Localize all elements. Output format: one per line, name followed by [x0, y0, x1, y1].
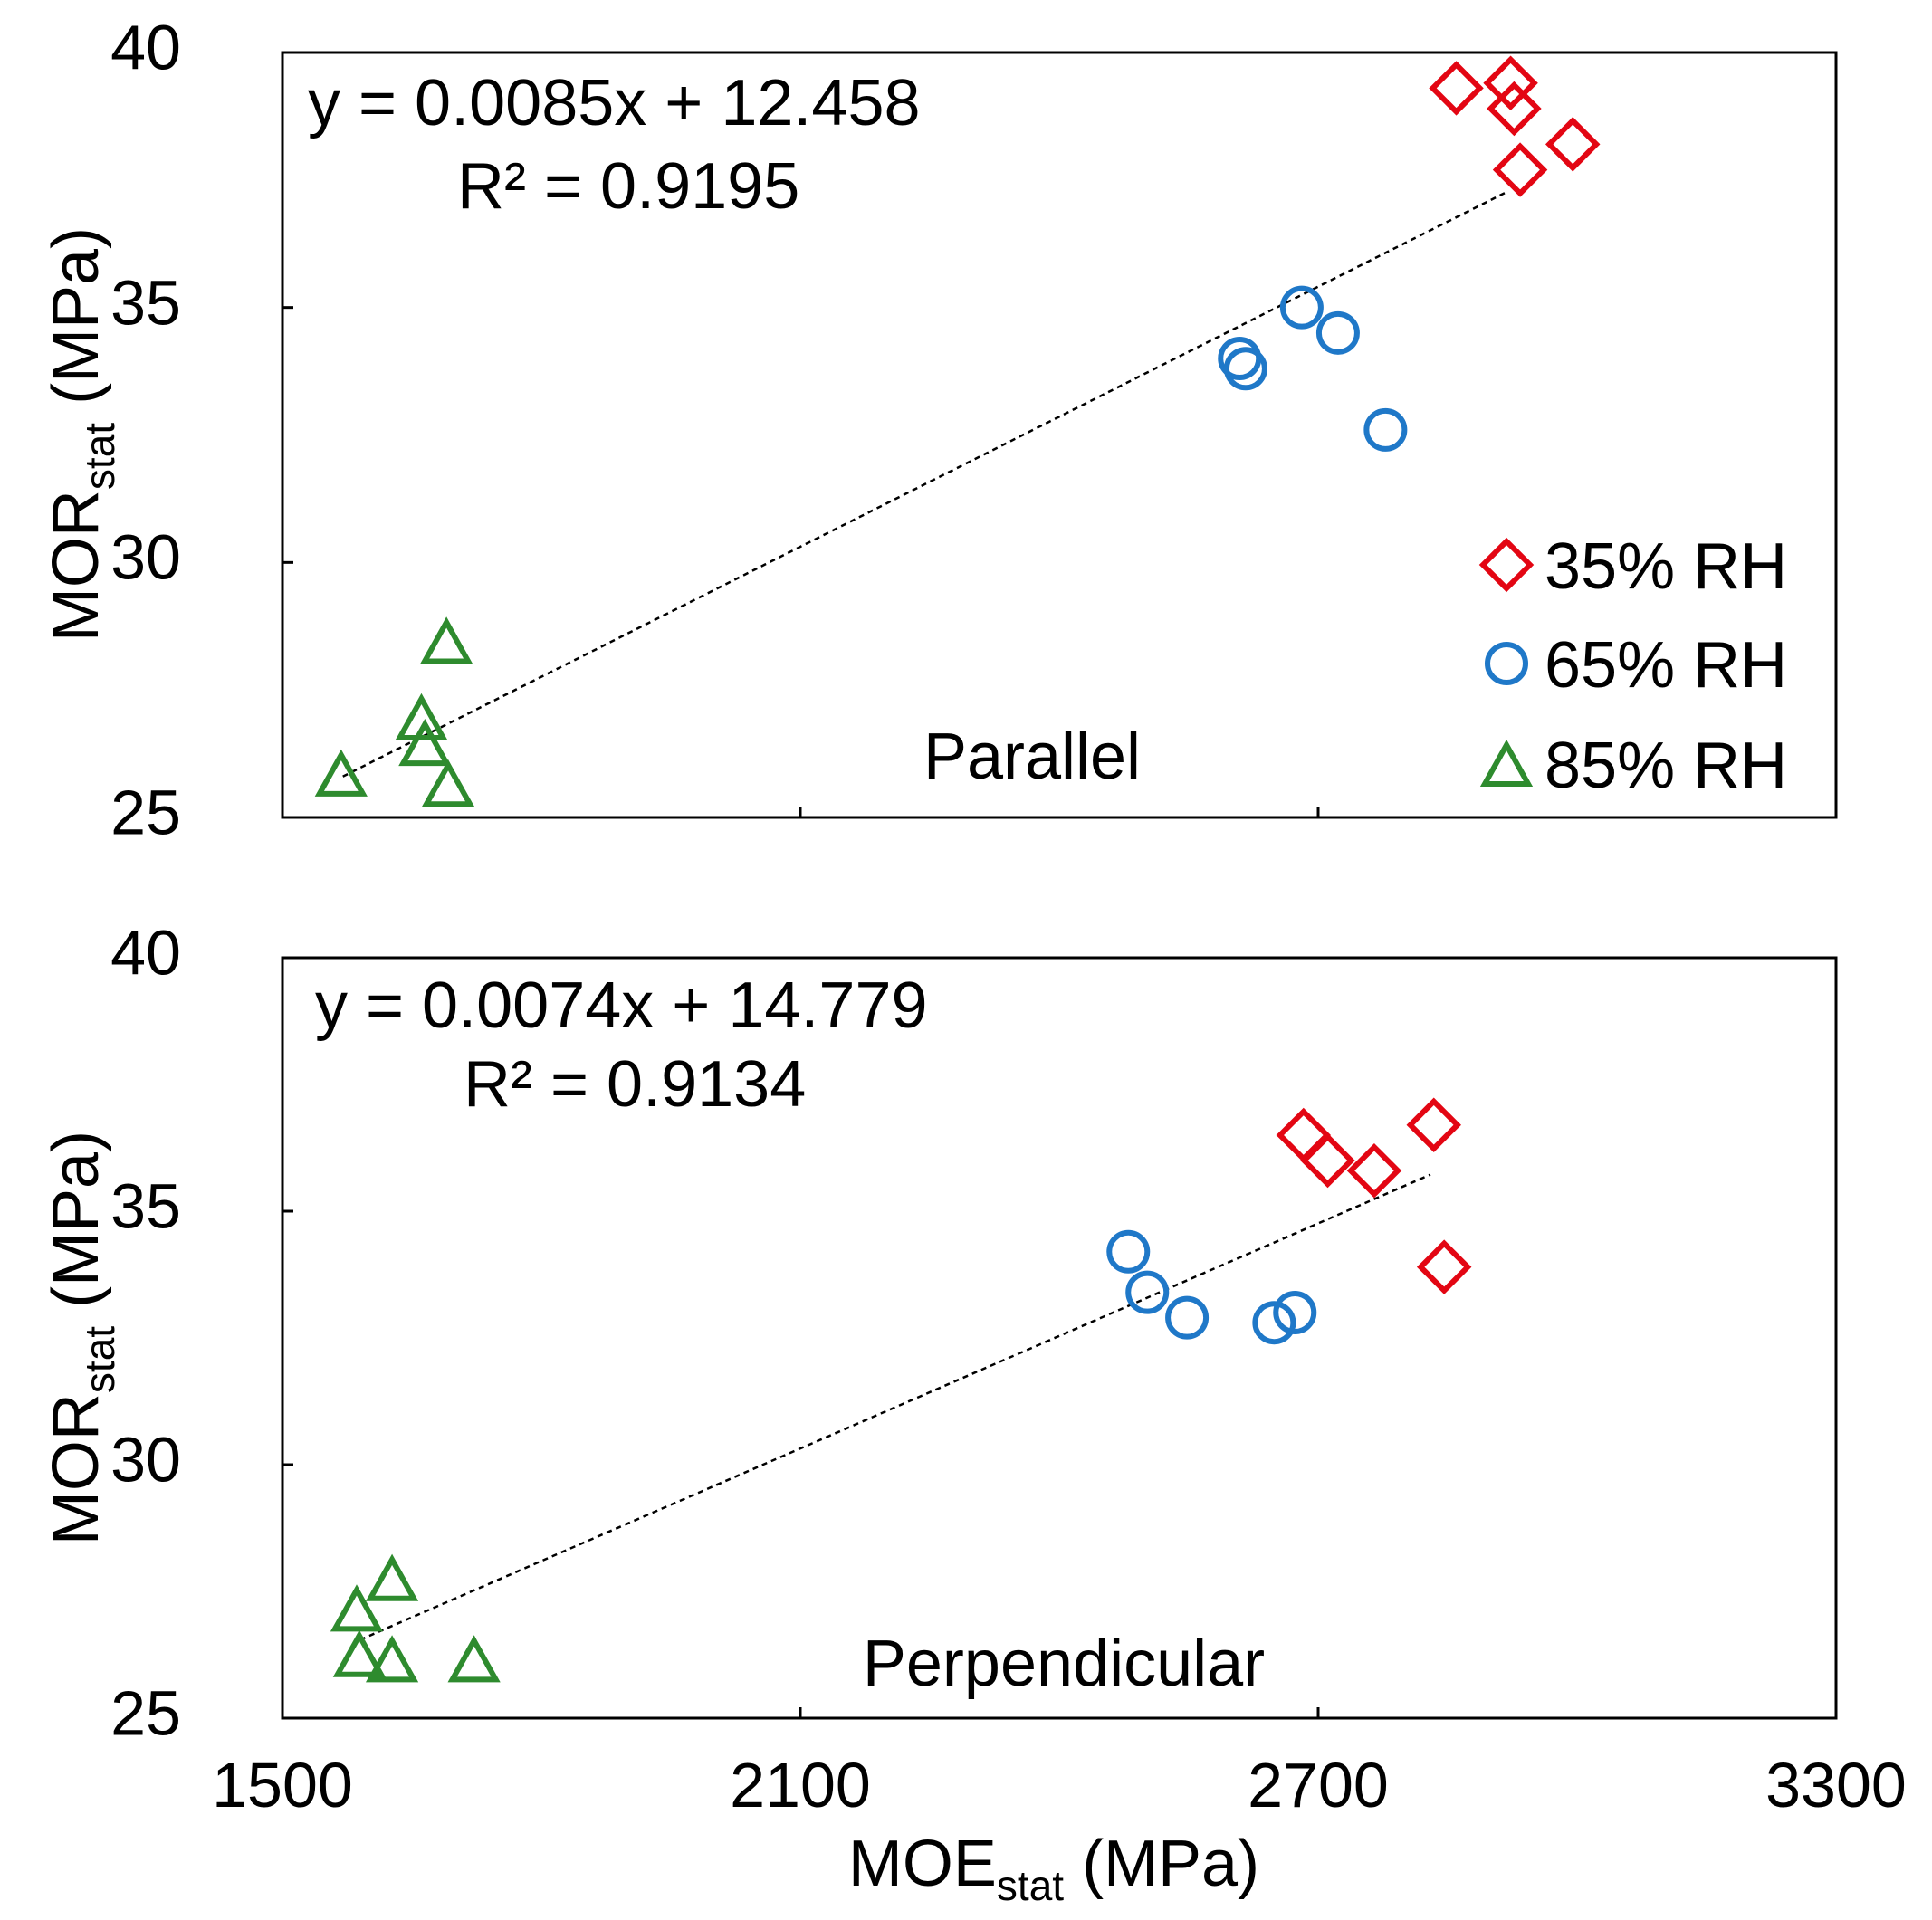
y-axis-label: MORstat (MPa)	[40, 1131, 123, 1545]
circle-point	[1223, 347, 1267, 391]
y-tick-marks	[282, 51, 293, 819]
circle-marker-icon	[1485, 642, 1528, 685]
diamond-point	[1416, 1239, 1472, 1294]
diamond-point	[1276, 1107, 1332, 1163]
triangle-point	[365, 1635, 419, 1683]
y-tick-label: 30	[110, 1424, 181, 1495]
panel-label: Parallel	[923, 721, 1141, 793]
x-axis-label-sub: stat	[997, 1862, 1064, 1909]
plot-frame	[281, 51, 1838, 819]
legend-label: 85% RH	[1545, 730, 1787, 802]
x-tick-label: 1500	[212, 1750, 353, 1820]
diamond-point	[1483, 55, 1538, 111]
y-tick-label: 40	[110, 917, 181, 988]
triangle-point	[330, 1584, 384, 1632]
circle-point	[1363, 407, 1408, 452]
circle-point	[1165, 1295, 1210, 1340]
y-tick-label: 25	[110, 777, 181, 847]
diamond-point	[1492, 142, 1548, 197]
trend-equation: y = 0.0074x + 14.779	[315, 970, 928, 1042]
triangle-point	[421, 759, 475, 807]
y-tick-label: 35	[110, 1170, 181, 1241]
r-squared: R² = 0.9134	[464, 1048, 806, 1121]
y-axis-label: MORstat (MPa)	[40, 227, 123, 642]
legend: 35% RH 65% RH 85% RH	[1478, 530, 1787, 802]
trendline	[342, 190, 1509, 778]
x-tick-marks	[281, 1707, 1838, 1718]
panel-label: Perpendicular	[863, 1628, 1265, 1700]
x-axis: 1500 2100 2700 3300 MOEstat (MPa)	[212, 1750, 1907, 1909]
diamond-point	[1406, 1097, 1461, 1153]
x-tick-label: 3300	[1765, 1750, 1907, 1820]
x-tick-label: 2700	[1248, 1750, 1389, 1820]
circle-point	[1252, 1301, 1296, 1345]
circle-point	[1315, 310, 1360, 355]
y-axis-label-sub: stat	[76, 1326, 123, 1393]
circle-point	[1273, 1291, 1317, 1334]
legend-item-65: 65% RH	[1485, 629, 1787, 702]
trend-equation: y = 0.0085x + 12.458	[308, 67, 921, 139]
circle-point	[1106, 1229, 1151, 1274]
legend-item-35: 35% RH	[1478, 530, 1787, 603]
triangle-point	[365, 1553, 419, 1601]
y-tick-label: 30	[110, 521, 181, 592]
diamond-point	[1346, 1142, 1402, 1199]
x-tick-marks	[281, 807, 1838, 817]
y-axis-label-main: MOR	[40, 490, 112, 642]
y-tick-label: 40	[110, 12, 181, 82]
y-tick-marks	[282, 956, 293, 1720]
x-axis-label-main: MOE	[848, 1828, 997, 1900]
triangle-point	[420, 616, 473, 664]
data-points	[314, 55, 1601, 807]
circle-point	[1125, 1270, 1170, 1314]
y-axis-label-main: MOR	[40, 1393, 112, 1545]
panel-parallel: 25 30 35 40 MORstat (MPa) y = 0.0085x + …	[40, 12, 1838, 847]
diamond-point	[1300, 1132, 1355, 1189]
diamond-point	[1487, 81, 1542, 137]
legend-label: 65% RH	[1545, 629, 1787, 702]
r-squared: R² = 0.9195	[457, 150, 799, 223]
trendline	[359, 1173, 1431, 1641]
diamond-point	[1429, 61, 1484, 116]
y-axis-label-unit: (MPa)	[40, 1131, 112, 1326]
triangle-point	[398, 718, 452, 767]
panel-perpendicular: 25 30 35 40 MORstat (MPa) y = 0.0074x + …	[40, 917, 1838, 1748]
triangle-point	[314, 749, 368, 797]
x-tick-label: 2100	[730, 1750, 871, 1820]
triangle-point	[447, 1635, 501, 1683]
plot-frame	[281, 956, 1838, 1720]
legend-label: 35% RH	[1545, 530, 1787, 603]
diamond-marker-icon	[1478, 537, 1535, 593]
triangle-point	[332, 1629, 386, 1677]
x-axis-label-unit: (MPa)	[1064, 1828, 1259, 1900]
legend-item-85: 85% RH	[1479, 730, 1787, 802]
y-axis-label-sub: stat	[76, 423, 123, 490]
circle-point	[1279, 285, 1324, 330]
diamond-point	[1545, 117, 1601, 172]
y-axis-label-unit: (MPa)	[40, 227, 112, 423]
x-axis-label: MOEstat (MPa)	[848, 1828, 1259, 1909]
triangle-point	[395, 693, 448, 740]
y-tick-label: 25	[110, 1677, 181, 1748]
y-tick-label: 35	[110, 267, 181, 338]
triangle-marker-icon	[1479, 739, 1534, 787]
data-points	[330, 1097, 1472, 1683]
